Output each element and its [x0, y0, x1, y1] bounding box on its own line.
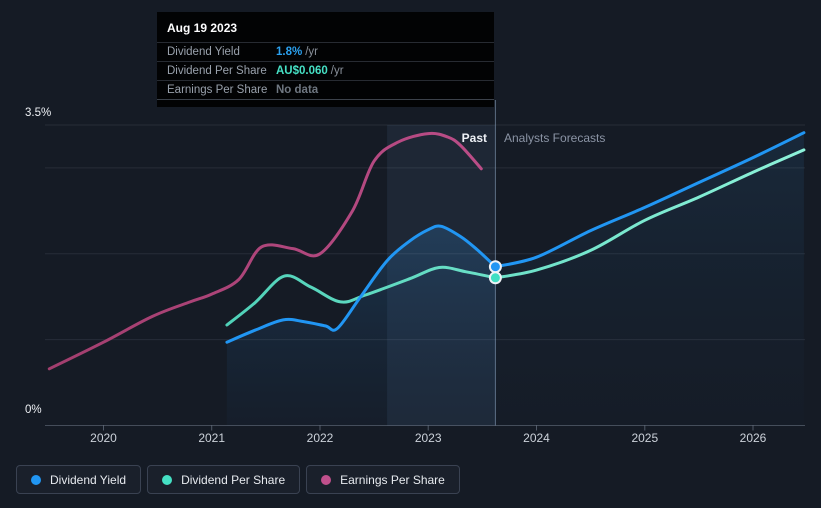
x-axis-label: 2021	[198, 431, 226, 445]
x-axis-label: 2020	[90, 431, 117, 445]
legend: Dividend Yield Dividend Per Share Earnin…	[16, 465, 460, 494]
earnings-per-share-dot-icon	[321, 474, 332, 485]
legend-item-earnings-per-share[interactable]: Earnings Per Share	[306, 465, 460, 494]
x-axis-label: 2025	[631, 431, 659, 445]
tooltip-label: Dividend Yield	[167, 46, 240, 58]
legend-item-dividend-per-share[interactable]: Dividend Per Share	[147, 465, 301, 494]
tooltip-label: Dividend Per Share	[167, 65, 267, 77]
dividend-per-share-line-forecast	[493, 148, 806, 280]
legend-label: Earnings Per Share	[340, 472, 445, 487]
tooltip-row-dividend-per-share: Dividend Per Share AU$0.060/yr	[157, 61, 494, 80]
dividend-per-share-dot-icon	[162, 474, 173, 485]
past-area-fill	[226, 225, 496, 426]
legend-label: Dividend Per Share	[181, 472, 286, 487]
tooltip-row-dividend-yield: Dividend Yield 1.8%/yr	[157, 42, 494, 61]
x-axis-label: 2024	[523, 431, 550, 445]
x-axis-label: 2026	[739, 431, 767, 445]
earnings-per-share-line	[47, 131, 483, 371]
tooltip-row-earnings-per-share: Earnings Per Share No data	[157, 80, 494, 100]
dividend-per-share-line-past	[225, 265, 497, 327]
tooltip-value: 1.8%/yr	[276, 46, 318, 58]
forecast-area-fill	[495, 132, 804, 426]
dividend-yield-line-past	[225, 224, 497, 344]
forecast-region-label: Analysts Forecasts	[504, 131, 606, 145]
y-axis-min-label: 0%	[25, 404, 42, 416]
x-axis-label: 2022	[306, 431, 334, 445]
tooltip-value: AU$0.060/yr	[276, 65, 344, 77]
x-axis-label: 2023	[414, 431, 442, 445]
dividend-yield-line-forecast	[493, 131, 806, 269]
marker-dividend-per-share[interactable]	[488, 271, 502, 285]
dividend-yield-dot-icon	[31, 474, 41, 485]
legend-item-dividend-yield[interactable]: Dividend Yield	[16, 465, 142, 494]
tooltip-date: Aug 19 2023	[167, 21, 238, 35]
marker-dividend-yield[interactable]	[488, 260, 502, 274]
tooltip-value: No data	[276, 84, 319, 96]
y-axis-max-label: 3.5%	[25, 107, 52, 119]
legend-label: Dividend Yield	[50, 472, 127, 487]
tooltip-label: Earnings Per Share	[167, 84, 268, 96]
past-region-label: Past	[461, 131, 487, 145]
tooltip: Aug 19 2023 Dividend Yield 1.8%/yr Divid…	[157, 12, 494, 107]
